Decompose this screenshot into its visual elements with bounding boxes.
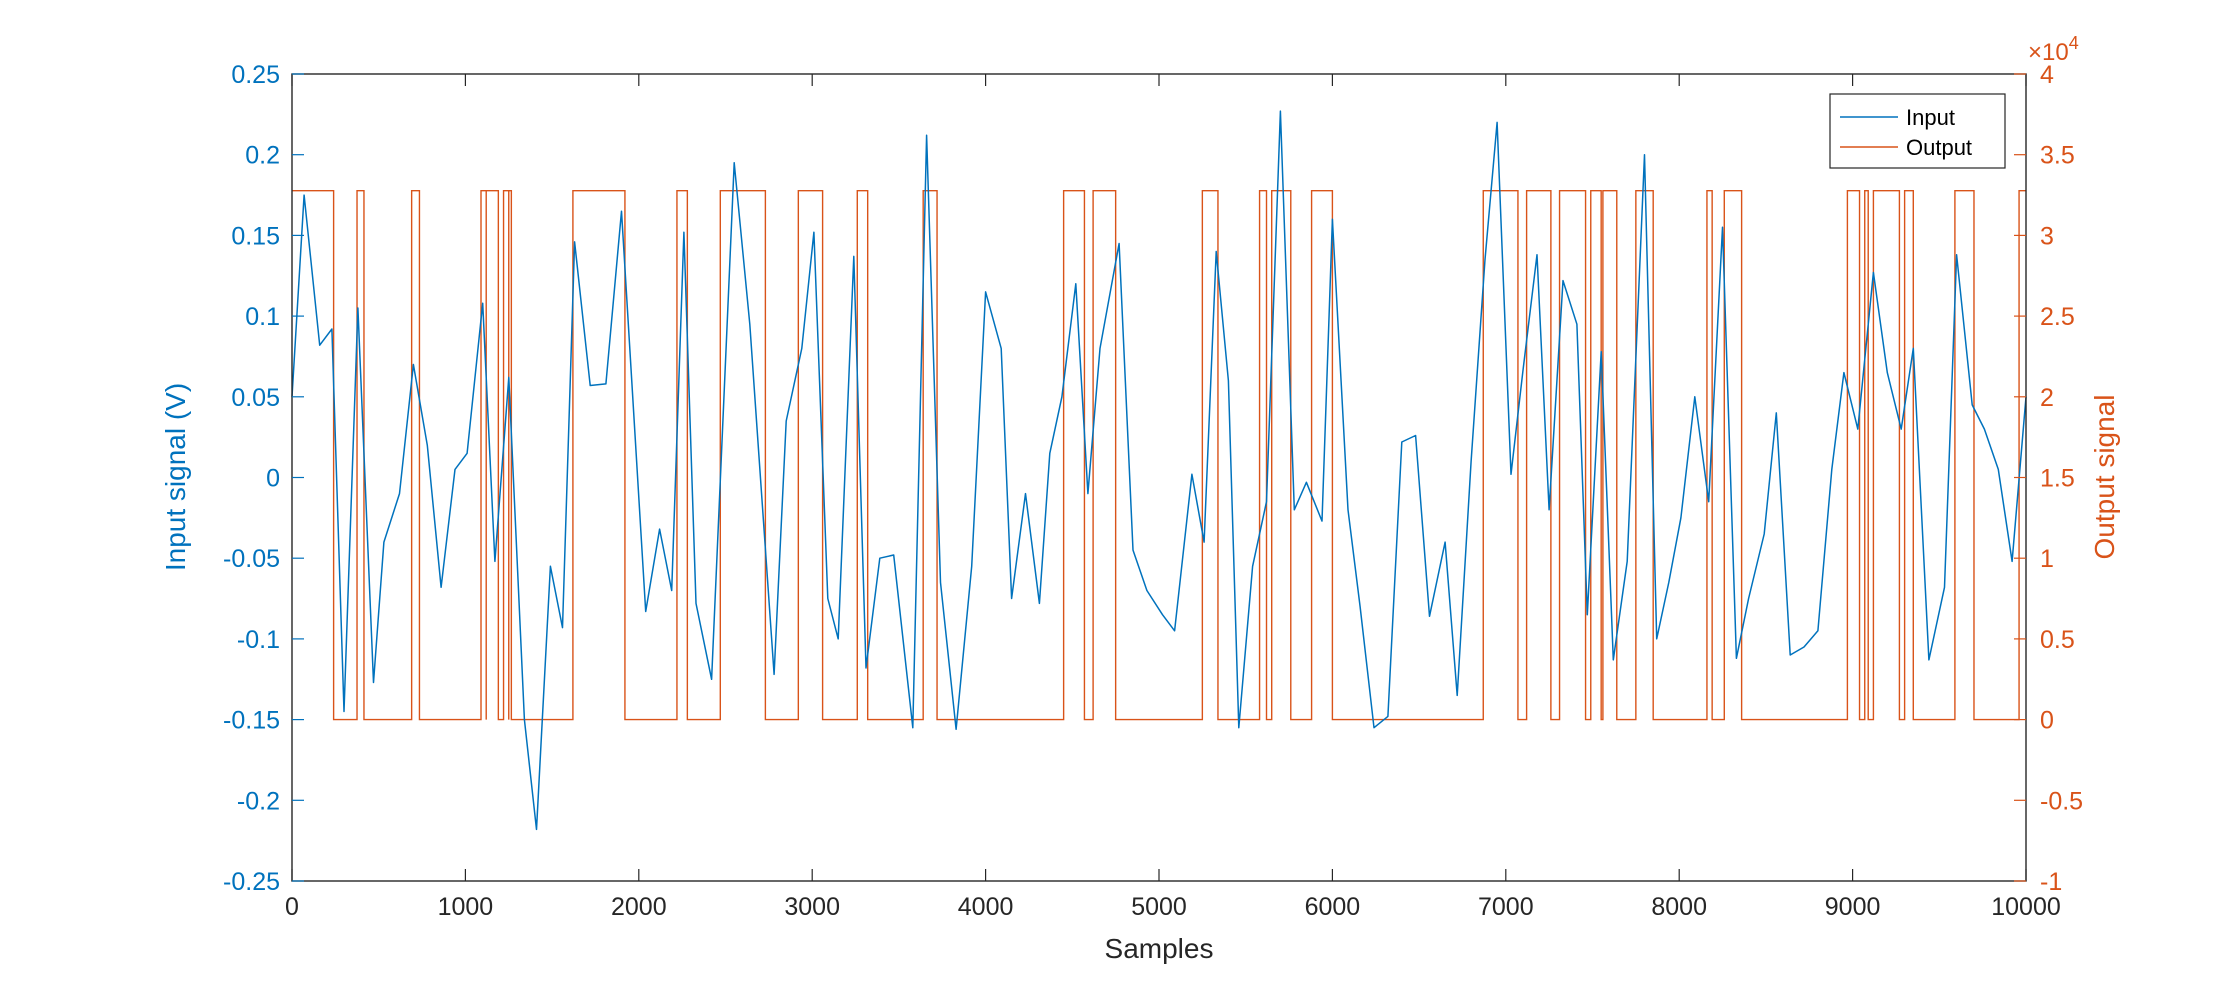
x-tick-label: 1000 [438, 893, 494, 921]
y-left-tick-label: 0.1 [245, 303, 280, 331]
plot-area [292, 74, 2026, 881]
x-tick-label: 7000 [1478, 893, 1534, 921]
right-axis-exponent-base: ×10 [2028, 39, 2069, 66]
y-left-tick-label: -0.05 [223, 545, 280, 573]
input-series-layer [291, 110, 2027, 831]
y-left-tick-label: -0.25 [223, 868, 280, 896]
y-right-tick-label: 4 [2040, 61, 2054, 89]
y-left-tick-label: 0.2 [245, 142, 280, 170]
input-series-line [291, 110, 2027, 831]
y-left-tick-label: 0 [266, 465, 280, 493]
legend: Input Output [1829, 93, 2006, 169]
y-right-tick-label: 1.5 [2040, 465, 2075, 493]
x-tick-label: 5000 [1131, 893, 1187, 921]
x-axis: 0 1000 2000 3000 4000 5000 6000 7000 8000 9000 100… [285, 74, 2061, 921]
y-right-tick-label: 2 [2040, 384, 2054, 412]
y-right-tick-label: 0.5 [2040, 626, 2075, 654]
output-series-line [292, 190, 2026, 721]
x-tick-label: 4000 [958, 893, 1014, 921]
output-series-layer [292, 190, 2026, 721]
x-tick-label: 2000 [611, 893, 667, 921]
x-tick-label: 6000 [1305, 893, 1361, 921]
y-left-tick-label: 0.15 [231, 222, 280, 250]
y-left-tick-label: -0.2 [237, 787, 280, 815]
legend-output-label: Output [1906, 135, 1972, 160]
x-tick-label: 8000 [1651, 893, 1707, 921]
y-axis-left-label: Input signal (V) [160, 383, 191, 571]
y-right-tick-label: 3 [2040, 222, 2054, 250]
right-axis-exponent-power: 4 [2069, 33, 2079, 53]
y-right-tick-label: 1 [2040, 545, 2054, 573]
legend-input-label: Input [1906, 105, 1955, 130]
y-right-tick-label: 3.5 [2040, 142, 2075, 170]
y-axis-right: -1 -0.5 0 0.5 1 1.5 2 2.5 3 3.5 4 [2014, 61, 2083, 896]
x-axis-label: Samples [1105, 933, 1214, 964]
y-right-tick-label: 0 [2040, 707, 2054, 735]
x-tick-label: 9000 [1825, 893, 1881, 921]
y-left-tick-label: -0.15 [223, 707, 280, 735]
y-axis-left: -0.25 -0.2 -0.15 -0.1 -0.05 0 0.05 0.1 0.15 0.2 0.… [223, 61, 304, 896]
legend-box [1829, 93, 2006, 169]
y-axis-right-label: Output signal [2089, 395, 2120, 560]
y-left-tick-label: 0.25 [231, 61, 280, 89]
y-right-tick-label: -1 [2040, 868, 2062, 896]
y-right-tick-label: 2.5 [2040, 303, 2075, 331]
y-right-tick-label: -0.5 [2040, 787, 2083, 815]
x-tick-label: 10000 [1991, 893, 2061, 921]
x-tick-label: 0 [285, 893, 299, 921]
x-tick-label: 3000 [784, 893, 840, 921]
y-left-tick-label: -0.1 [237, 626, 280, 654]
right-axis-exponent: ×104 [2028, 33, 2079, 66]
y-left-tick-label: 0.05 [231, 384, 280, 412]
